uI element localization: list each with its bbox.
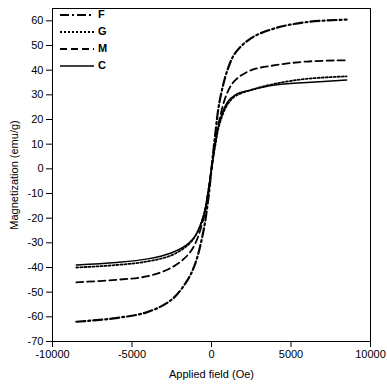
svg-text:-60: -60 (28, 310, 44, 322)
svg-text:5000: 5000 (279, 348, 303, 360)
svg-text:-10000: -10000 (35, 348, 69, 360)
html-text:M: M (98, 42, 108, 54)
svg-text:Applied field (Oe): Applied field (Oe) (169, 368, 254, 380)
svg-text:Magnetization (emu/g): Magnetization (emu/g) (8, 120, 20, 229)
html-text:G: G (98, 25, 107, 37)
svg-text:50: 50 (31, 39, 43, 51)
svg-text:10000: 10000 (355, 348, 386, 360)
svg-text:20: 20 (31, 113, 43, 125)
html-text:C: C (98, 59, 106, 71)
svg-text:10: 10 (31, 138, 43, 150)
svg-text:-20: -20 (28, 212, 44, 224)
svg-text:0: 0 (37, 162, 43, 174)
html-text:F: F (98, 8, 105, 20)
svg-text:-40: -40 (28, 261, 44, 273)
svg-text:-5000: -5000 (118, 348, 146, 360)
svg-text:0: 0 (208, 348, 214, 360)
svg-text:40: 40 (31, 64, 43, 76)
svg-text:30: 30 (31, 88, 43, 100)
svg-text:-10: -10 (28, 187, 44, 199)
svg-text:-30: -30 (28, 236, 44, 248)
svg-text:-70: -70 (28, 335, 44, 347)
svg-text:-50: -50 (28, 286, 44, 298)
svg-text:60: 60 (31, 14, 43, 26)
